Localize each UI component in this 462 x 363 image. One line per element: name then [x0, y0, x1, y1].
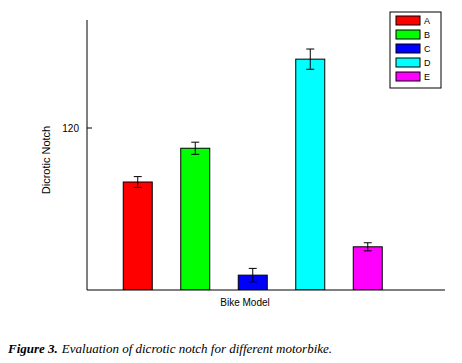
error-cap [191, 142, 199, 143]
error-cap [364, 250, 372, 251]
error-bar [134, 177, 142, 188]
y-axis-label: Dicrotic Notch [40, 126, 52, 194]
error-line [252, 268, 253, 282]
error-cap [249, 281, 257, 282]
legend-label: A [424, 16, 430, 26]
bar [123, 182, 152, 290]
error-cap [191, 154, 199, 155]
error-bar [364, 243, 372, 251]
y-axis [87, 20, 88, 290]
error-cap [134, 176, 142, 177]
legend-swatch [396, 44, 420, 53]
bars [123, 49, 382, 290]
bar [296, 59, 325, 290]
error-line [195, 142, 196, 154]
x-axis-label: Bike Model [220, 297, 269, 308]
error-cap [364, 242, 372, 243]
error-line [137, 177, 138, 188]
legend-box [390, 12, 441, 88]
legend-label: B [424, 30, 430, 40]
error-cap [306, 69, 314, 70]
legend: ABCDE [390, 12, 441, 88]
error-bar [306, 49, 314, 69]
caption-text: Evaluation of dicrotic notch for differe… [61, 341, 332, 356]
error-bar [249, 268, 257, 282]
error-cap [134, 187, 142, 188]
bar [353, 247, 382, 290]
error-cap [249, 268, 257, 269]
legend-swatch [396, 72, 420, 81]
legend-swatch [396, 16, 420, 25]
error-line [367, 243, 368, 251]
legend-label: D [424, 58, 431, 68]
bar [181, 148, 210, 290]
legend-swatch [396, 30, 420, 39]
x-axis [87, 290, 445, 291]
y-tick [87, 128, 92, 129]
caption-lead: Figure 3. [7, 341, 58, 356]
legend-label: E [424, 72, 430, 82]
y-tick-label: 120 [62, 123, 79, 134]
chart: 120 Bike Model Dicrotic Notch ABCDE Figure 3… [0, 0, 462, 363]
legend-label: C [424, 44, 431, 54]
error-cap [306, 49, 314, 50]
error-bar [191, 142, 199, 154]
chart-container: 120 Bike Model Dicrotic Notch ABCDE Figure 3… [0, 0, 462, 363]
caption: Figure 3.Evaluation of dicrotic notch fo… [7, 341, 332, 356]
error-line [310, 49, 311, 69]
legend-swatch [396, 58, 420, 67]
